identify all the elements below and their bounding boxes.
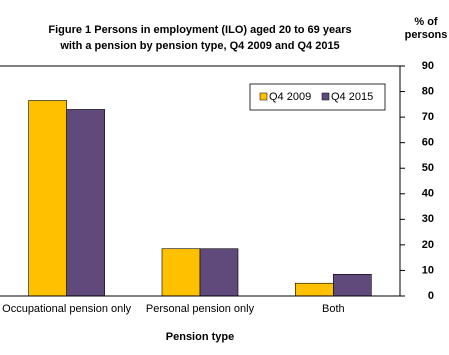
bar (28, 100, 67, 297)
y-tick-label: 90 (422, 60, 434, 72)
y-tick-label: 0 (428, 290, 434, 302)
y-tick-label: 30 (422, 213, 434, 225)
legend-label: Q4 2015 (331, 91, 373, 103)
legend-swatch (259, 92, 268, 101)
y-tick-label: 50 (422, 162, 434, 174)
legend-box (249, 83, 386, 111)
legend-label: Q4 2009 (269, 91, 311, 103)
y-tick-label: 20 (422, 239, 434, 251)
y-tick-label: 60 (422, 137, 434, 149)
y-tick-label: 10 (422, 264, 434, 276)
x-tick-label: Personal pension only (146, 303, 255, 315)
y-tick-label: 70 (422, 111, 434, 123)
x-tick-label: Occupational pension only (2, 303, 132, 315)
y-tick-label: 40 (422, 188, 434, 200)
y-axis-label: persons (405, 29, 448, 41)
bar (333, 273, 372, 297)
y-axis-label: % of (414, 16, 438, 28)
legend-swatch (321, 92, 330, 101)
bar (199, 248, 239, 297)
chart-title: with a pension by pension type, Q4 2009 … (59, 40, 339, 52)
x-tick-label: Both (322, 303, 345, 315)
x-axis-label: Pension type (166, 331, 234, 343)
chart-title: Figure 1 Persons in employment (ILO) age… (48, 24, 351, 36)
y-tick-label: 80 (422, 85, 434, 97)
bar (161, 248, 201, 297)
bar (295, 282, 334, 297)
bar (66, 109, 105, 297)
